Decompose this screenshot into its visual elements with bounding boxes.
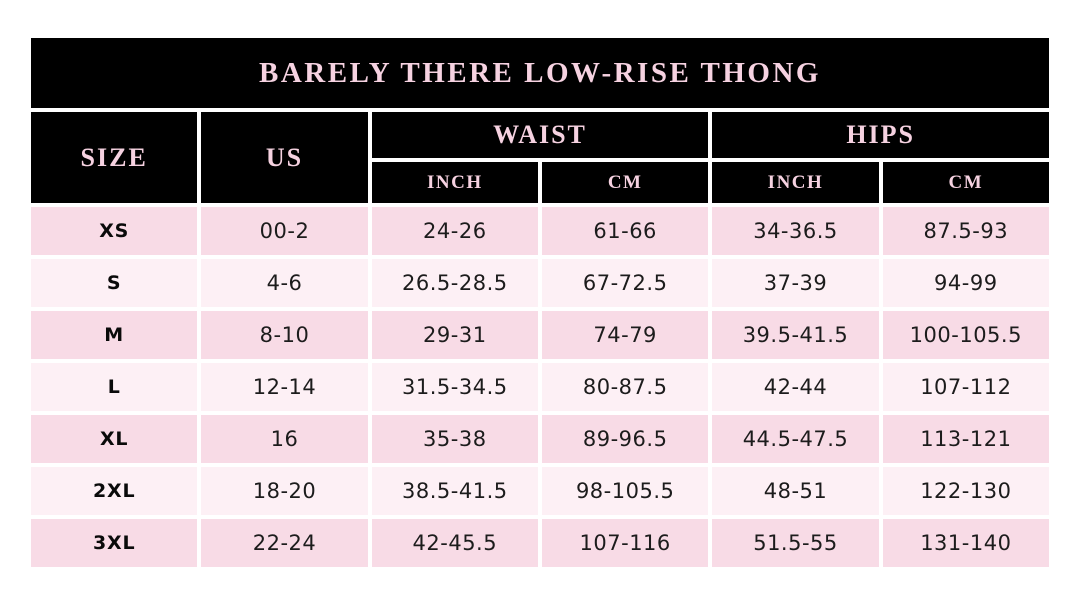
cell-us: 12-14 xyxy=(201,363,368,411)
table-row: 3XL 22-24 42-45.5 107-116 51.5-55 131-14… xyxy=(31,519,1049,567)
header-size: SIZE xyxy=(31,112,198,203)
cell-us: 22-24 xyxy=(201,519,368,567)
cell-hips-inch: 37-39 xyxy=(712,259,879,307)
cell-hips-cm: 100-105.5 xyxy=(882,311,1049,359)
cell-waist-cm: 67-72.5 xyxy=(541,259,709,307)
cell-hips-inch: 44.5-47.5 xyxy=(712,415,879,463)
cell-waist-cm: 80-87.5 xyxy=(541,363,709,411)
cell-hips-cm: 94-99 xyxy=(882,259,1049,307)
cell-us: 16 xyxy=(201,415,368,463)
cell-waist-inch: 38.5-41.5 xyxy=(371,467,538,515)
cell-size: XS xyxy=(31,207,198,255)
table-row: XS 00-2 24-26 61-66 34-36.5 87.5-93 xyxy=(31,207,1049,255)
cell-waist-inch: 24-26 xyxy=(371,207,538,255)
header-us: US xyxy=(201,112,368,203)
chart-title: BARELY THERE LOW-RISE THONG xyxy=(259,56,821,89)
cell-waist-inch: 42-45.5 xyxy=(371,519,538,567)
cell-waist-cm: 74-79 xyxy=(541,311,709,359)
cell-hips-inch: 51.5-55 xyxy=(712,519,879,567)
table-body: XS 00-2 24-26 61-66 34-36.5 87.5-93 S 4-… xyxy=(31,207,1049,567)
cell-hips-cm: 122-130 xyxy=(882,467,1049,515)
cell-waist-inch: 31.5-34.5 xyxy=(371,363,538,411)
cell-hips-inch: 39.5-41.5 xyxy=(712,311,879,359)
cell-size: M xyxy=(31,311,198,359)
table-row: S 4-6 26.5-28.5 67-72.5 37-39 94-99 xyxy=(31,259,1049,307)
cell-us: 18-20 xyxy=(201,467,368,515)
table-row: XL 16 35-38 89-96.5 44.5-47.5 113-121 xyxy=(31,415,1049,463)
header-waist: WAIST xyxy=(371,112,709,158)
cell-us: 00-2 xyxy=(201,207,368,255)
cell-hips-cm: 87.5-93 xyxy=(882,207,1049,255)
cell-waist-inch: 26.5-28.5 xyxy=(371,259,538,307)
cell-hips-inch: 48-51 xyxy=(712,467,879,515)
size-chart: BARELY THERE LOW-RISE THONG SIZE US WAIS… xyxy=(31,38,1049,567)
header-hips: HIPS xyxy=(712,112,1049,158)
cell-waist-cm: 89-96.5 xyxy=(541,415,709,463)
cell-us: 4-6 xyxy=(201,259,368,307)
cell-waist-inch: 29-31 xyxy=(371,311,538,359)
cell-us: 8-10 xyxy=(201,311,368,359)
cell-waist-cm: 107-116 xyxy=(541,519,709,567)
cell-size: 3XL xyxy=(31,519,198,567)
cell-hips-cm: 131-140 xyxy=(882,519,1049,567)
title-bar: BARELY THERE LOW-RISE THONG xyxy=(31,38,1049,108)
cell-waist-inch: 35-38 xyxy=(371,415,538,463)
cell-waist-cm: 61-66 xyxy=(541,207,709,255)
cell-size: XL xyxy=(31,415,198,463)
cell-size: 2XL xyxy=(31,467,198,515)
table-header: SIZE US WAIST HIPS INCH CM INCH CM xyxy=(31,112,1049,203)
table-row: L 12-14 31.5-34.5 80-87.5 42-44 107-112 xyxy=(31,363,1049,411)
cell-size: L xyxy=(31,363,198,411)
header-hips-cm: CM xyxy=(882,162,1049,203)
cell-hips-cm: 113-121 xyxy=(882,415,1049,463)
header-waist-cm: CM xyxy=(541,162,709,203)
cell-size: S xyxy=(31,259,198,307)
header-waist-inch: INCH xyxy=(371,162,538,203)
cell-hips-cm: 107-112 xyxy=(882,363,1049,411)
cell-hips-inch: 42-44 xyxy=(712,363,879,411)
table-row: M 8-10 29-31 74-79 39.5-41.5 100-105.5 xyxy=(31,311,1049,359)
header-hips-inch: INCH xyxy=(712,162,879,203)
cell-waist-cm: 98-105.5 xyxy=(541,467,709,515)
cell-hips-inch: 34-36.5 xyxy=(712,207,879,255)
table-row: 2XL 18-20 38.5-41.5 98-105.5 48-51 122-1… xyxy=(31,467,1049,515)
